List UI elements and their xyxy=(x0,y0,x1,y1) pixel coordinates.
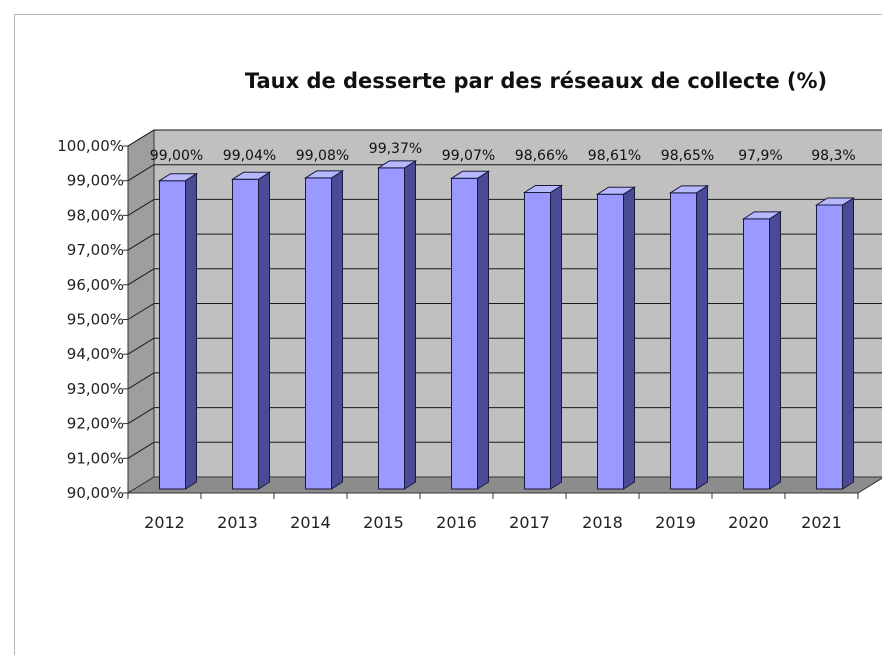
data-label: 99,37% xyxy=(369,141,422,157)
bar-top-2013 xyxy=(230,171,272,180)
y-tick-label: 96,00% xyxy=(67,276,124,294)
gridline-side xyxy=(127,407,155,425)
data-label: 97,9% xyxy=(738,148,782,164)
x-tick-label: 2013 xyxy=(217,513,258,532)
bar-top-2020 xyxy=(741,211,783,220)
chart-bars xyxy=(157,159,856,490)
y-tick-label: 94,00% xyxy=(67,345,124,363)
bar-top-2021 xyxy=(814,197,856,206)
bar-top-2016 xyxy=(449,170,491,179)
bar-top-2014 xyxy=(303,170,345,179)
bar-top-2012 xyxy=(157,173,199,182)
x-tick-label: 2015 xyxy=(363,513,404,532)
bar-top-2017 xyxy=(522,184,564,193)
bar-front-2013 xyxy=(232,178,259,490)
gridline-side xyxy=(127,441,155,459)
data-label: 99,07% xyxy=(442,148,495,164)
bar-front-2015 xyxy=(378,167,405,490)
x-tick-label: 2016 xyxy=(436,513,477,532)
bar-side-2014 xyxy=(331,170,343,490)
bar-side-2021 xyxy=(842,197,854,490)
bar-side-2012 xyxy=(185,172,197,490)
data-label: 98,66% xyxy=(515,148,568,164)
data-label: 98,65% xyxy=(661,148,714,164)
bar-front-2020 xyxy=(743,218,770,490)
bar-top-2019 xyxy=(668,185,710,194)
bar-side-2015 xyxy=(404,159,416,490)
bar-top-2018 xyxy=(595,186,637,195)
y-tick-label: 97,00% xyxy=(67,241,124,259)
gridline-side xyxy=(127,372,155,390)
bar-front-2014 xyxy=(305,177,332,490)
gridline-side xyxy=(127,164,155,182)
y-tick-label: 91,00% xyxy=(67,449,124,467)
data-label: 98,3% xyxy=(811,148,855,164)
gridline-side xyxy=(127,303,155,320)
y-tick-label: 93,00% xyxy=(67,380,124,398)
data-labels: 99,00% 99,04% 99,08% 99,37% 99,07% 98,66% 98,6… xyxy=(150,141,856,164)
bar-top-2015 xyxy=(376,160,418,169)
bar-front-2021 xyxy=(816,204,843,490)
y-tick-label: 98,00% xyxy=(67,206,124,224)
bar-front-2017 xyxy=(524,191,551,490)
x-axis-ticks: 2012 2013 2014 2015 2016 2017 2018 2019 2020 2021 xyxy=(127,492,859,532)
bar-side-2017 xyxy=(550,184,562,490)
bar-front-2019 xyxy=(670,192,697,490)
gridline-side xyxy=(127,198,155,216)
x-tick-label: 2017 xyxy=(509,513,550,532)
data-label: 99,08% xyxy=(296,148,349,164)
bar-side-2016 xyxy=(477,170,489,490)
bar-front-2016 xyxy=(451,177,478,490)
x-tick-label: 2021 xyxy=(801,513,842,532)
bar-front-2012 xyxy=(159,180,186,490)
bar-side-2013 xyxy=(258,171,270,490)
gridline-side xyxy=(127,268,155,286)
x-tick-label: 2019 xyxy=(655,513,696,532)
y-axis-ticks: 90,00% 91,00% 92,00% 93,00% 94,00% 95,00% 96,0… xyxy=(57,137,129,502)
y-tick-label: 90,00% xyxy=(67,484,124,502)
data-label: 98,61% xyxy=(588,148,641,164)
x-tick-label: 2018 xyxy=(582,513,623,532)
gridline-side xyxy=(127,233,155,251)
bar-side-2019 xyxy=(696,184,708,490)
x-tick-label: 2012 xyxy=(144,513,185,532)
data-label: 99,00% xyxy=(150,148,203,164)
y-tick-label: 95,00% xyxy=(67,311,124,329)
data-label: 99,04% xyxy=(223,148,276,164)
x-tick-label: 2020 xyxy=(728,513,769,532)
y-tick-label: 92,00% xyxy=(67,415,124,433)
y-tick-label: 100,00% xyxy=(57,137,124,155)
bar-front-2018 xyxy=(597,193,624,490)
bar-side-2020 xyxy=(769,210,781,490)
gridline-side xyxy=(127,129,155,147)
x-tick-label: 2014 xyxy=(290,513,331,532)
chart-title: Taux de desserte par des réseaux de coll… xyxy=(245,69,827,93)
y-tick-label: 99,00% xyxy=(67,172,124,190)
gridline-side xyxy=(127,337,155,355)
bar-side-2018 xyxy=(623,186,635,490)
